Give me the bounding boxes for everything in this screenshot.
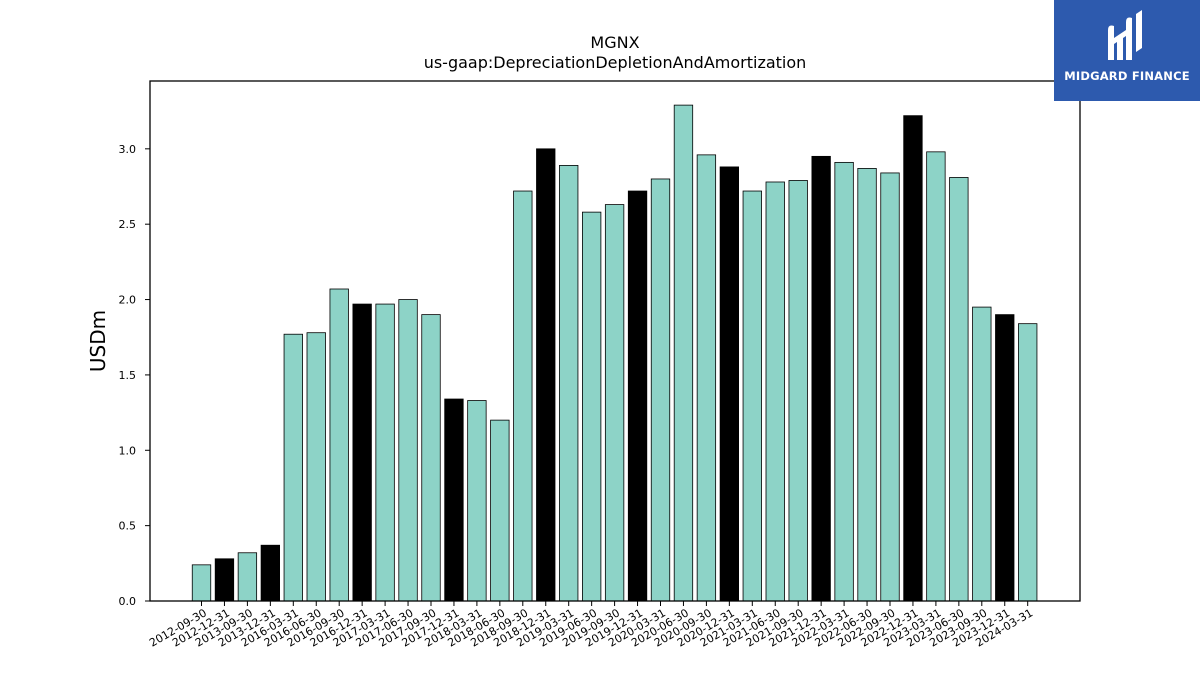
bar-2017-06-30 [398, 299, 418, 602]
bar-2023-03-31 [926, 151, 946, 602]
plot-frame [149, 80, 1081, 602]
y-tick-label: 1.5 [119, 369, 137, 382]
bar-2022-12-31 [903, 115, 923, 602]
bar-2012-12-31 [214, 558, 235, 602]
bar-2018-06-30 [490, 419, 510, 602]
y-axis-ticks: 0.0 0.5 1.0 1.5 2.0 2.5 3.0 [119, 143, 150, 608]
bar-2019-12-31 [627, 190, 648, 602]
brand-logo: MIDGARD FINANCE [1054, 0, 1200, 101]
bar-2020-06-30 [673, 104, 694, 602]
bar-2016-06-30 [306, 332, 326, 602]
bar-2017-09-30 [421, 314, 441, 602]
bar-2023-12-31 [995, 314, 1015, 602]
bar-2021-12-31 [811, 155, 831, 602]
y-tick-label: 2.0 [119, 294, 137, 307]
bar-2016-12-31 [352, 303, 372, 602]
bar-2023-06-30 [949, 177, 969, 602]
chart-title: MGNX [590, 33, 639, 52]
y-axis-label: USDm [86, 310, 110, 372]
y-tick-label: 1.0 [119, 444, 137, 457]
chart-subtitle: us-gaap:DepreciationDepletionAndAmortiza… [424, 53, 807, 72]
bar-2018-12-31 [536, 148, 556, 602]
bar-2021-03-31 [742, 190, 762, 602]
bar-2012-09-30 [191, 564, 212, 602]
bar-2022-09-30 [880, 172, 900, 602]
bar-2020-09-30 [696, 154, 717, 602]
bar-2020-03-31 [650, 178, 671, 602]
x-axis-ticks: 2012-09-302012-12-312013-09-302013-12-31… [147, 601, 1035, 650]
bar-2024-03-31 [1018, 323, 1038, 602]
bar-2022-06-30 [857, 168, 877, 602]
y-tick-label: 0.0 [119, 595, 137, 608]
bar-2013-09-30 [237, 552, 258, 602]
brand-name: MIDGARD FINANCE [1064, 69, 1190, 83]
y-tick-label: 0.5 [119, 520, 137, 533]
bar-2019-06-30 [582, 211, 602, 602]
y-tick-label: 2.5 [119, 218, 137, 231]
bar-2020-12-31 [719, 166, 739, 602]
bar-2017-03-31 [375, 303, 395, 602]
bar-2013-12-31 [260, 544, 281, 602]
bar-2018-09-30 [513, 190, 533, 602]
bar-2016-03-31 [283, 333, 303, 602]
mf-monogram-icon [1108, 10, 1142, 60]
bars-group [191, 104, 1038, 602]
y-tick-label: 3.0 [119, 143, 137, 156]
bar-2022-03-31 [834, 161, 854, 602]
bar-2019-03-31 [559, 165, 579, 602]
bar-2021-06-30 [765, 181, 785, 602]
bar-2018-03-31 [467, 400, 487, 602]
bar-2021-09-30 [788, 180, 808, 602]
bar-2016-09-30 [329, 288, 349, 602]
bar-2019-09-30 [604, 204, 625, 602]
bar-2017-12-31 [444, 398, 464, 602]
bar-2023-09-30 [972, 306, 992, 602]
